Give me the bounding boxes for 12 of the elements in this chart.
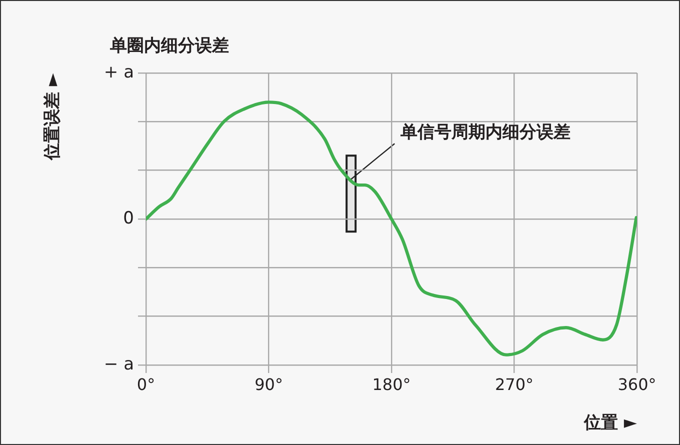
x-tick-label: 270° bbox=[494, 374, 534, 394]
text: − a bbox=[104, 354, 134, 374]
chart-title: 单圈内细分误差 bbox=[109, 36, 229, 56]
x-tick-label: 180° bbox=[372, 374, 411, 394]
annotation: 单信号周期内细分误差 bbox=[400, 122, 571, 143]
y-axis-title: 位置误差 ► bbox=[42, 72, 63, 161]
x-tick-label: 360° bbox=[618, 374, 656, 394]
x-tick-label: 90° bbox=[254, 374, 283, 394]
text: 0 bbox=[123, 208, 134, 228]
text: + a bbox=[104, 62, 134, 82]
x-tick-label: 0° bbox=[136, 374, 156, 394]
x-axis-title: 位置 ► bbox=[583, 413, 638, 434]
